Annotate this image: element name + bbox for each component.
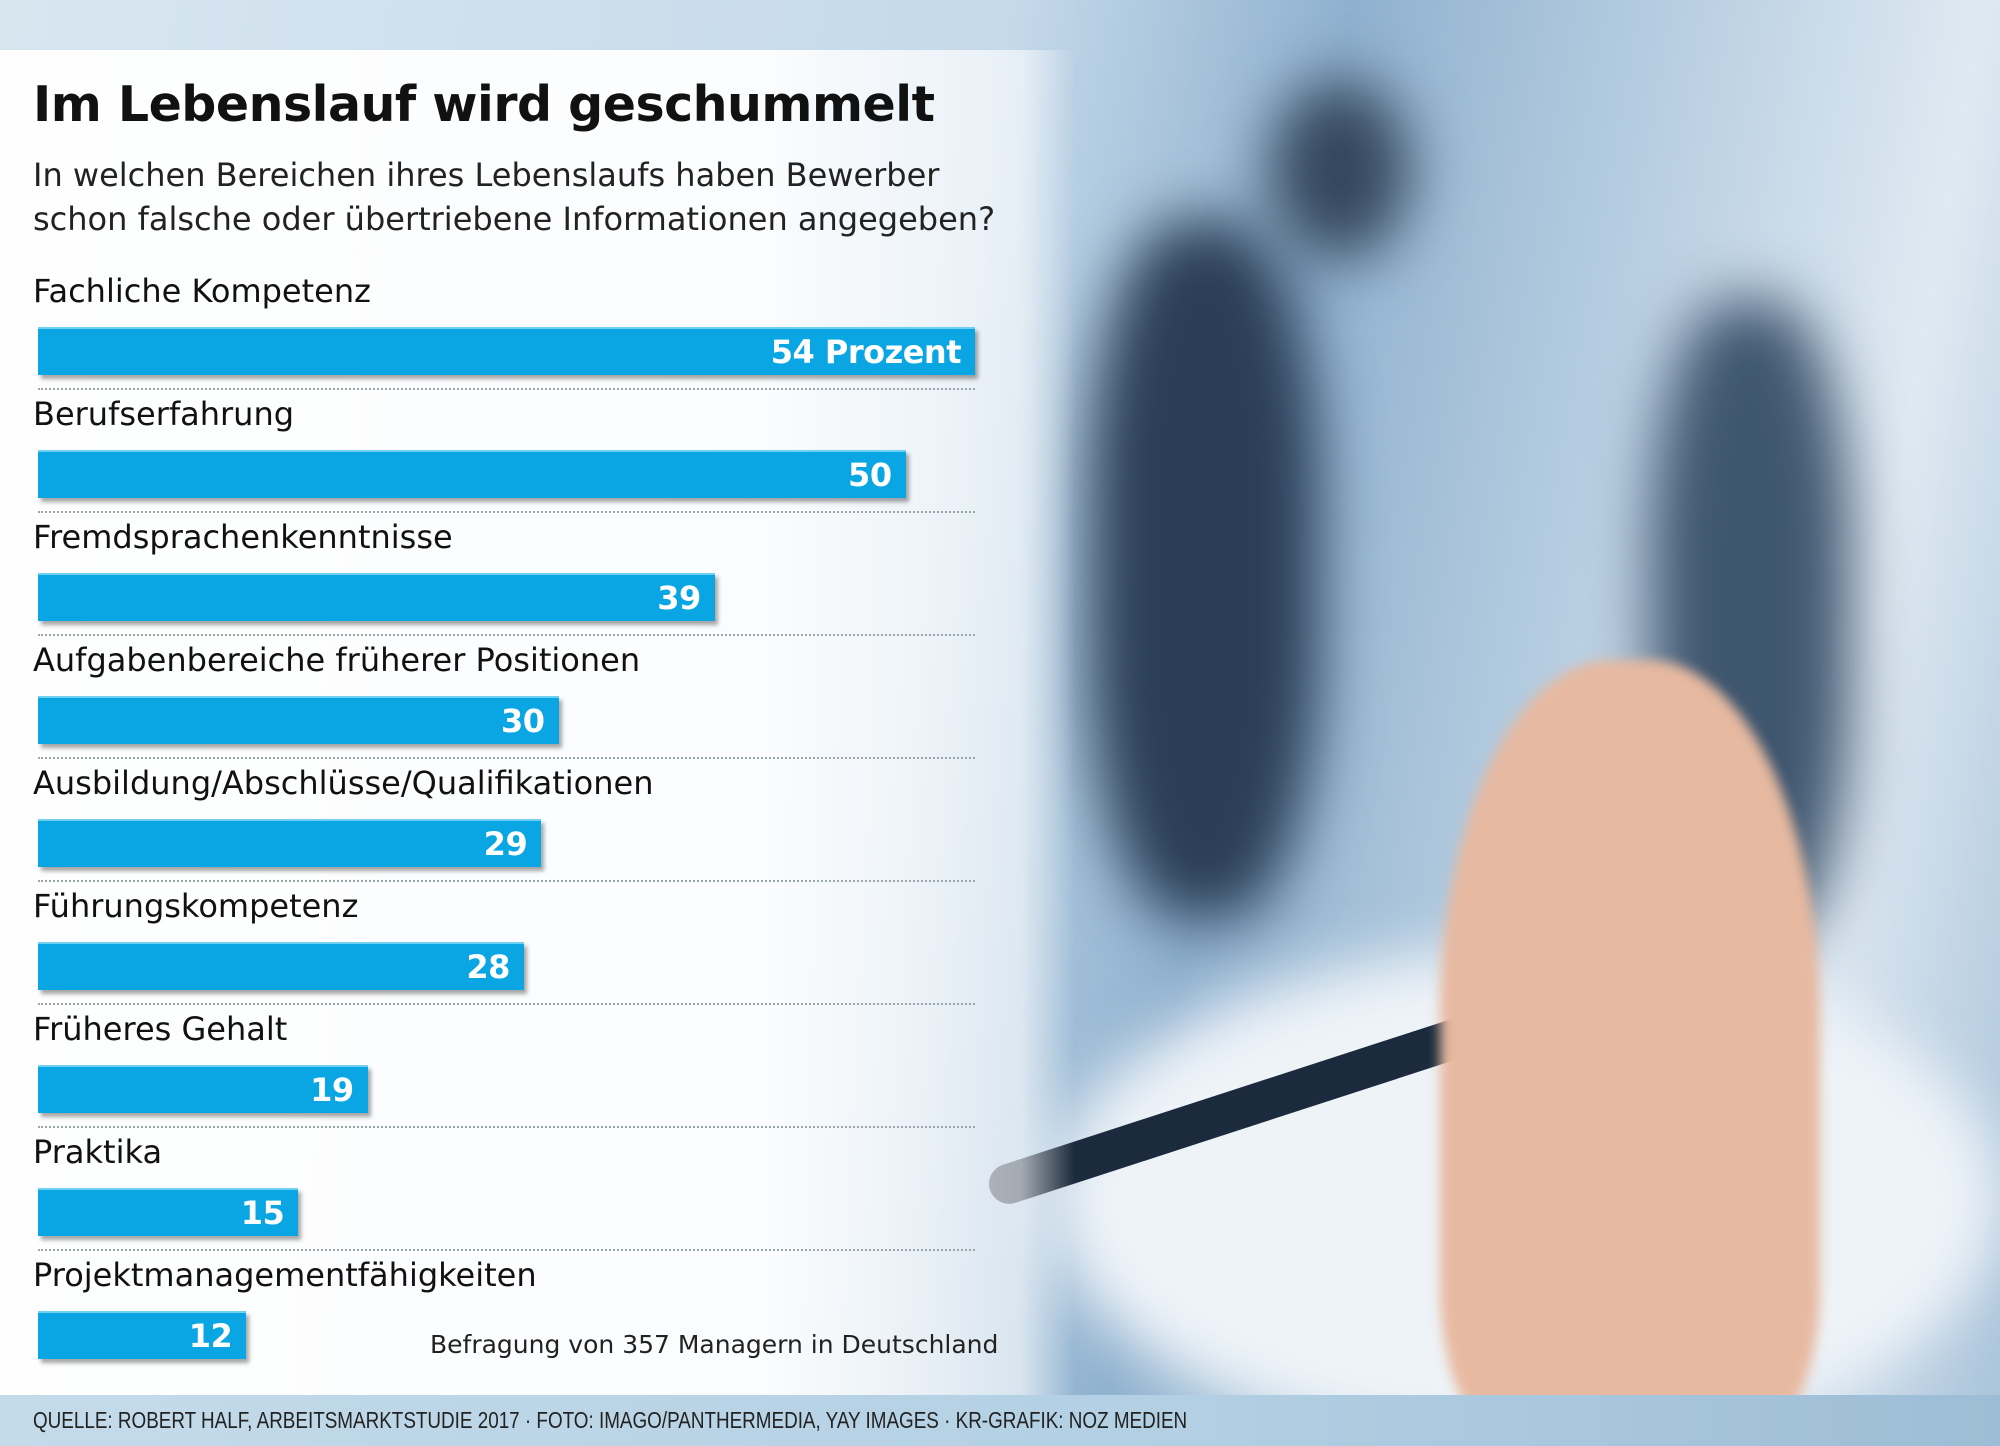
category-label: Aufgabenbereiche früherer Positionen	[33, 641, 641, 679]
row-separator	[38, 1003, 975, 1005]
blurred-man-figure	[1090, 220, 1320, 920]
data-label: 28	[466, 948, 510, 986]
data-label: 30	[501, 702, 545, 740]
category-label: Ausbildung/Abschlüsse/Qualifikationen	[33, 764, 654, 802]
bar: 28	[38, 942, 524, 990]
bar: 15	[38, 1188, 299, 1236]
row-separator	[38, 1249, 975, 1251]
chart-title: Im Lebenslauf wird geschummelt	[33, 76, 935, 133]
category-label: Berufserfahrung	[33, 395, 295, 433]
bar: 29	[38, 819, 542, 867]
bar: 39	[38, 573, 715, 621]
data-label: 54 Prozent	[770, 333, 962, 371]
data-label: 19	[310, 1071, 354, 1109]
chart-subtitle-line-2: schon falsche oder übertriebene Informat…	[33, 200, 996, 238]
data-label: 15	[240, 1194, 285, 1232]
category-label: Praktika	[33, 1133, 163, 1171]
row-separator	[38, 880, 975, 882]
data-label: 50	[848, 456, 892, 494]
row-separator	[38, 511, 975, 513]
row-separator	[38, 1126, 975, 1128]
category-label: Führungskompetenz	[33, 887, 359, 925]
source-footer: QUELLE: ROBERT HALF, ARBEITSMARKTSTUDIE …	[0, 1395, 2000, 1446]
bar: 30	[38, 696, 559, 744]
chart-subtitle-line-1: In welchen Bereichen ihres Lebenslaufs h…	[33, 156, 940, 194]
data-label: 12	[188, 1317, 233, 1355]
bar: 50	[38, 450, 906, 498]
category-label: Früheres Gehalt	[33, 1010, 288, 1048]
survey-note: Befragung von 357 Managern in Deutschlan…	[430, 1330, 999, 1359]
data-label: 39	[657, 579, 701, 617]
bar: 12	[38, 1311, 247, 1359]
row-separator	[38, 388, 975, 390]
source-text: QUELLE: ROBERT HALF, ARBEITSMARKTSTUDIE …	[33, 1407, 1188, 1433]
data-label: 29	[483, 825, 528, 863]
bar: 19	[38, 1065, 368, 1113]
category-label: Projektmanagementfähigkeiten	[33, 1256, 537, 1294]
bar: 54 Prozent	[38, 327, 975, 375]
category-label: Fachliche Kompetenz	[33, 272, 371, 310]
crossed-fingers-hand	[1440, 660, 1820, 1446]
row-separator	[38, 757, 975, 759]
blurred-man-head	[1270, 80, 1410, 260]
category-label: Fremdsprachenkenntnisse	[33, 518, 453, 556]
row-separator	[38, 634, 975, 636]
